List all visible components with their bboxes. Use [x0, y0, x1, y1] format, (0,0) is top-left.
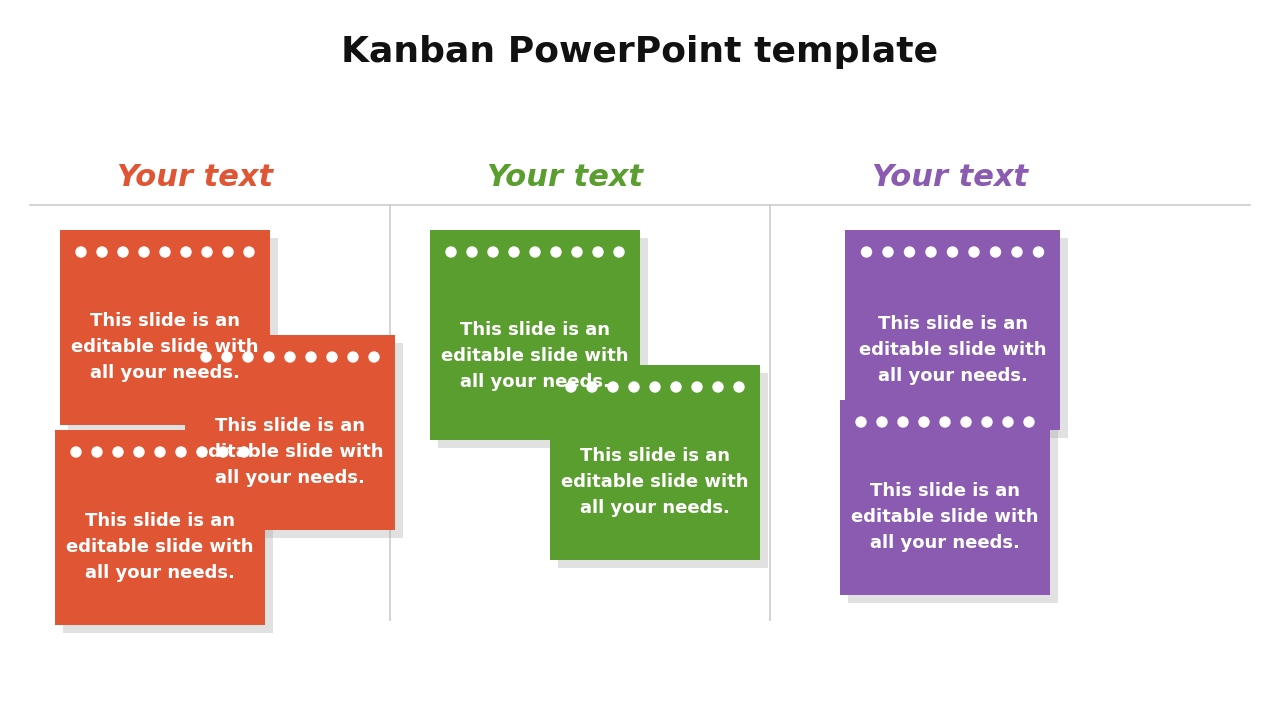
- Circle shape: [991, 247, 1001, 257]
- Circle shape: [940, 417, 950, 427]
- Circle shape: [92, 447, 102, 457]
- Circle shape: [243, 352, 253, 362]
- FancyBboxPatch shape: [849, 408, 1059, 603]
- Circle shape: [285, 352, 294, 362]
- Text: Kanban PowerPoint template: Kanban PowerPoint template: [342, 35, 938, 69]
- Circle shape: [899, 417, 908, 427]
- Circle shape: [155, 447, 165, 457]
- FancyBboxPatch shape: [550, 365, 760, 560]
- Circle shape: [650, 382, 660, 392]
- Text: This slide is an
editable slide with
all your needs.: This slide is an editable slide with all…: [72, 312, 259, 382]
- Circle shape: [177, 447, 186, 457]
- FancyBboxPatch shape: [63, 438, 273, 633]
- FancyBboxPatch shape: [55, 430, 265, 625]
- Circle shape: [223, 247, 233, 257]
- Text: This slide is an
editable slide with
all your needs.: This slide is an editable slide with all…: [851, 482, 1039, 552]
- Circle shape: [160, 247, 170, 257]
- Circle shape: [961, 417, 972, 427]
- Text: This slide is an
editable slide with
all your needs.: This slide is an editable slide with all…: [859, 315, 1046, 385]
- Text: This slide is an
editable slide with
all your needs.: This slide is an editable slide with all…: [196, 417, 384, 487]
- Circle shape: [244, 247, 253, 257]
- FancyBboxPatch shape: [68, 238, 278, 433]
- Text: Your text: Your text: [116, 163, 273, 192]
- Circle shape: [326, 352, 337, 362]
- Circle shape: [530, 247, 540, 257]
- Circle shape: [982, 417, 992, 427]
- Circle shape: [140, 247, 148, 257]
- FancyBboxPatch shape: [60, 230, 270, 425]
- Circle shape: [76, 247, 86, 257]
- Circle shape: [572, 247, 582, 257]
- FancyBboxPatch shape: [186, 335, 396, 530]
- Circle shape: [925, 247, 936, 257]
- Circle shape: [671, 382, 681, 392]
- Circle shape: [713, 382, 723, 392]
- Circle shape: [1024, 417, 1034, 427]
- FancyBboxPatch shape: [558, 373, 768, 568]
- FancyBboxPatch shape: [438, 238, 648, 448]
- Circle shape: [509, 247, 518, 257]
- Circle shape: [134, 447, 143, 457]
- Circle shape: [264, 352, 274, 362]
- Circle shape: [202, 247, 212, 257]
- Circle shape: [614, 247, 625, 257]
- Circle shape: [969, 247, 979, 257]
- FancyBboxPatch shape: [845, 230, 1060, 430]
- Circle shape: [692, 382, 701, 392]
- Circle shape: [550, 247, 561, 257]
- Circle shape: [1012, 247, 1021, 257]
- Circle shape: [239, 447, 250, 457]
- Circle shape: [588, 382, 596, 392]
- Circle shape: [197, 447, 207, 457]
- Circle shape: [306, 352, 316, 362]
- Circle shape: [883, 247, 893, 257]
- FancyBboxPatch shape: [852, 238, 1068, 438]
- Text: This slide is an
editable slide with
all your needs.: This slide is an editable slide with all…: [67, 512, 253, 582]
- Circle shape: [861, 247, 872, 257]
- Circle shape: [369, 352, 379, 362]
- Text: Your text: Your text: [486, 163, 643, 192]
- Circle shape: [221, 352, 232, 362]
- FancyBboxPatch shape: [193, 343, 403, 538]
- Circle shape: [348, 352, 358, 362]
- Circle shape: [467, 247, 477, 257]
- Circle shape: [180, 247, 191, 257]
- Circle shape: [628, 382, 639, 392]
- Circle shape: [947, 247, 957, 257]
- Text: Your text: Your text: [872, 163, 1028, 192]
- Circle shape: [608, 382, 618, 392]
- Circle shape: [593, 247, 603, 257]
- Circle shape: [905, 247, 914, 257]
- Circle shape: [118, 247, 128, 257]
- Circle shape: [856, 417, 867, 427]
- Circle shape: [488, 247, 498, 257]
- Circle shape: [1004, 417, 1012, 427]
- Circle shape: [218, 447, 228, 457]
- Circle shape: [70, 447, 81, 457]
- Circle shape: [201, 352, 211, 362]
- Circle shape: [733, 382, 744, 392]
- Circle shape: [919, 417, 929, 427]
- Circle shape: [113, 447, 123, 457]
- FancyBboxPatch shape: [430, 230, 640, 440]
- Circle shape: [97, 247, 108, 257]
- Circle shape: [566, 382, 576, 392]
- Circle shape: [877, 417, 887, 427]
- Circle shape: [1033, 247, 1043, 257]
- FancyBboxPatch shape: [840, 400, 1050, 595]
- Text: This slide is an
editable slide with
all your needs.: This slide is an editable slide with all…: [442, 320, 628, 392]
- Circle shape: [445, 247, 456, 257]
- Text: This slide is an
editable slide with
all your needs.: This slide is an editable slide with all…: [561, 446, 749, 518]
